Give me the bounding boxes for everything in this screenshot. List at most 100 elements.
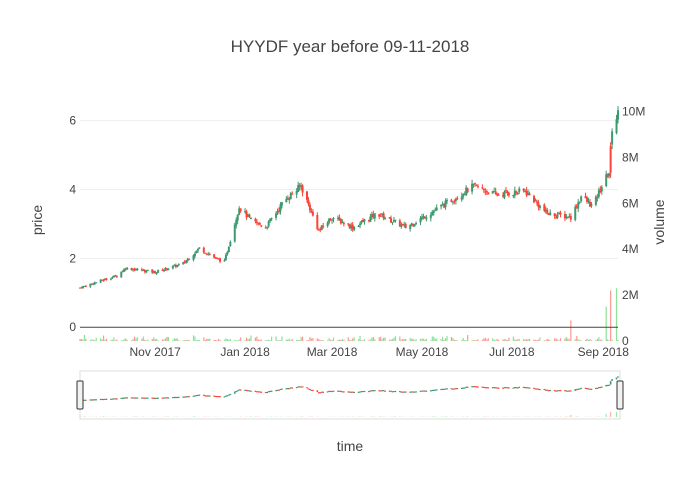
range-slider-candle (527, 387, 529, 389)
range-slider-candle (595, 387, 597, 390)
volume-bar (278, 340, 280, 341)
volume-bar (125, 338, 127, 341)
volume-bar (483, 338, 485, 341)
range-slider-candle (116, 398, 118, 400)
candle-body (422, 215, 425, 217)
range-slider-candle (515, 387, 518, 389)
volume-tick-label: 6M (622, 196, 639, 210)
range-slider-candle (163, 397, 165, 399)
candle-body (101, 279, 104, 281)
candle-body (219, 258, 222, 262)
range-slider-candle (580, 387, 582, 390)
volume-bar (271, 336, 273, 341)
candle-body (236, 215, 239, 221)
volume-bar (340, 339, 342, 341)
range-slider-candle (312, 389, 314, 392)
volume-bar (444, 338, 447, 341)
volume-bar (309, 336, 311, 341)
candle-body (316, 214, 319, 230)
volume-bar (153, 337, 155, 341)
candle-body (392, 219, 395, 222)
volume-bar (390, 339, 392, 341)
range-slider-candle (110, 398, 112, 400)
volume-bar (216, 340, 218, 341)
range-slider-candle (474, 385, 476, 388)
range-slider-candle (203, 394, 205, 396)
range-slider-candle (121, 397, 124, 399)
range-slider-candle (92, 399, 95, 401)
range-slider[interactable] (76, 370, 624, 420)
range-slider-candle (568, 390, 571, 392)
candle-body (403, 224, 406, 226)
volume-bar (477, 339, 479, 341)
candle-body (291, 193, 294, 195)
candle-body (135, 269, 138, 271)
candle-body (568, 215, 571, 218)
range-slider-candle (357, 391, 360, 393)
range-slider-candle (486, 387, 488, 389)
volume-bar (589, 339, 591, 341)
range-slider-left-handle[interactable] (76, 380, 84, 410)
volume-bar (322, 340, 324, 341)
candle-body (142, 269, 145, 271)
range-slider-candle (567, 390, 569, 392)
range-slider-candle (534, 388, 537, 390)
range-slider-candle (172, 397, 174, 399)
candle-body (512, 195, 515, 197)
range-slider-candle (360, 391, 363, 393)
volume-bar (331, 339, 333, 341)
volume-bar (493, 339, 495, 341)
volume-bar (400, 339, 402, 341)
volume-bar (102, 335, 105, 341)
range-slider-candle (537, 388, 540, 390)
range-slider-candle (226, 395, 229, 397)
volume-bar (450, 336, 453, 341)
candle-body (322, 225, 325, 227)
range-slider-candle (124, 397, 127, 399)
candle-body (606, 174, 609, 178)
volume-bar (412, 338, 414, 341)
volume-bar (492, 338, 494, 341)
range-slider-candle (300, 386, 302, 388)
volume-bar (94, 340, 96, 341)
range-slider-candle (194, 395, 196, 397)
range-slider-right-handle[interactable] (616, 380, 624, 410)
volume-bar (144, 339, 146, 341)
candle-body (295, 190, 298, 195)
range-slider-candle (575, 389, 578, 391)
volume-bar (256, 336, 258, 341)
range-slider-candle (183, 396, 186, 398)
volume-bar (319, 340, 321, 341)
range-slider-candle (589, 388, 591, 390)
range-slider-candle (477, 386, 479, 388)
x-tick-label: May 2018 (396, 345, 449, 359)
range-slider-candle (368, 390, 370, 393)
candle-body (549, 212, 552, 216)
candle-body (285, 198, 288, 203)
range-slider-candle (446, 388, 448, 390)
volume-bar (101, 339, 103, 341)
candle-body (401, 223, 404, 225)
range-slider-candle (287, 388, 289, 390)
volume-bar (372, 337, 374, 341)
volume-bar (580, 340, 582, 341)
range-slider-candle (238, 389, 240, 391)
candle-body (173, 264, 176, 266)
candle-body (182, 262, 185, 265)
range-slider-candle (359, 391, 361, 393)
price-candles[interactable] (79, 106, 619, 289)
candle-body (558, 212, 561, 215)
candle-body (556, 215, 559, 218)
range-slider-candle (157, 397, 159, 399)
volume-bar (545, 340, 547, 341)
volume-bar (120, 340, 122, 341)
range-slider-candle (225, 395, 227, 397)
range-slider-candle (175, 396, 177, 399)
range-slider-candle (472, 386, 475, 388)
volume-bar (472, 339, 475, 341)
volume-bar (369, 339, 371, 341)
range-slider-candle (216, 395, 218, 398)
candle-body (528, 193, 531, 196)
volume-bar (615, 288, 618, 341)
range-slider-candle (381, 390, 383, 392)
